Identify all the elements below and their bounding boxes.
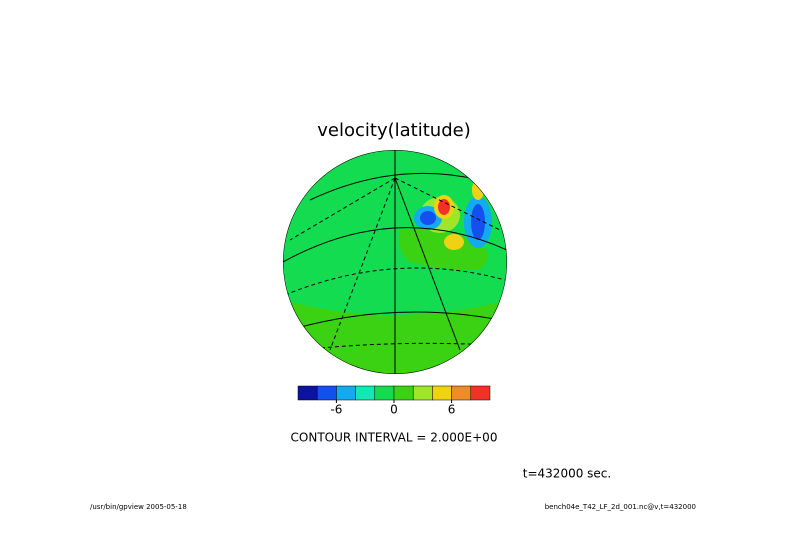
- colorbar-swatch: [297, 385, 318, 401]
- colorbar-swatch: [412, 385, 433, 401]
- contour-interval: CONTOUR INTERVAL = 2.000E+00: [291, 431, 498, 445]
- colorbar-tick-label: -6: [330, 403, 342, 417]
- colorbar-swatch: [470, 385, 491, 401]
- time-label: t=432000 sec.: [523, 467, 611, 481]
- chart-title: velocity(latitude): [317, 120, 470, 141]
- colorbar-swatch: [355, 385, 376, 401]
- colorbar-swatch: [393, 385, 414, 401]
- colorbar-swatch: [316, 385, 337, 401]
- colorbar-swatch: [432, 385, 452, 401]
- colorbar: -6 0 6: [297, 385, 491, 417]
- colorbar-tick-label: 0: [390, 403, 398, 417]
- colorbar-tick-label: 6: [448, 403, 456, 417]
- colorbar-swatch: [374, 385, 395, 401]
- colorbar-swatch: [336, 385, 356, 401]
- footer-left: /usr/bin/gpview 2005-05-18: [90, 503, 187, 511]
- footer-right: bench04e_T42_LF_2d_001.nc@v,t=432000: [545, 503, 696, 511]
- globe: [283, 150, 507, 374]
- colorbar-swatch: [451, 385, 472, 401]
